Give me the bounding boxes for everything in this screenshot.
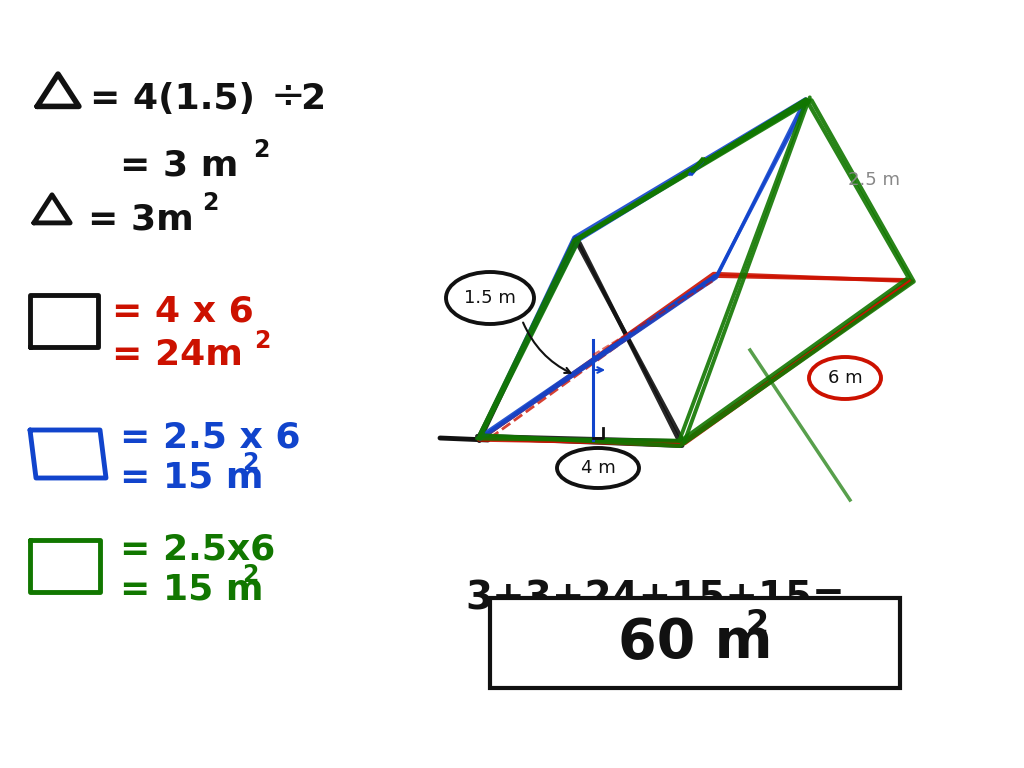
Text: 2: 2 (253, 138, 269, 162)
Text: 2: 2 (300, 82, 326, 116)
Ellipse shape (557, 448, 639, 488)
Text: = 2.5 x 6: = 2.5 x 6 (120, 420, 300, 454)
Text: = 3 m: = 3 m (120, 148, 239, 182)
Text: = 15 m: = 15 m (120, 572, 263, 606)
Text: 3+3+24+15+15=: 3+3+24+15+15= (465, 580, 845, 618)
Text: $\div$: $\div$ (270, 73, 302, 115)
Text: 2: 2 (242, 451, 258, 475)
Text: 2: 2 (242, 563, 258, 587)
Text: = 24m: = 24m (112, 338, 243, 372)
Text: = 2.5x6: = 2.5x6 (120, 532, 275, 566)
Text: = 3m: = 3m (88, 202, 194, 236)
Text: 2: 2 (745, 608, 769, 641)
Text: = 4 x 6: = 4 x 6 (112, 294, 254, 328)
Text: 4 m: 4 m (581, 459, 615, 477)
Text: = 4(1.5): = 4(1.5) (90, 82, 255, 116)
Text: 6 m: 6 m (827, 369, 862, 387)
Text: 60 m: 60 m (617, 616, 772, 670)
Text: 2: 2 (202, 191, 218, 215)
Text: 2: 2 (254, 329, 270, 353)
Ellipse shape (809, 357, 881, 399)
Ellipse shape (446, 272, 534, 324)
Bar (490, 598, 900, 688)
Text: = 15 m: = 15 m (120, 460, 263, 494)
Text: 2.5 m: 2.5 m (848, 171, 900, 189)
Text: 1.5 m: 1.5 m (464, 289, 516, 307)
